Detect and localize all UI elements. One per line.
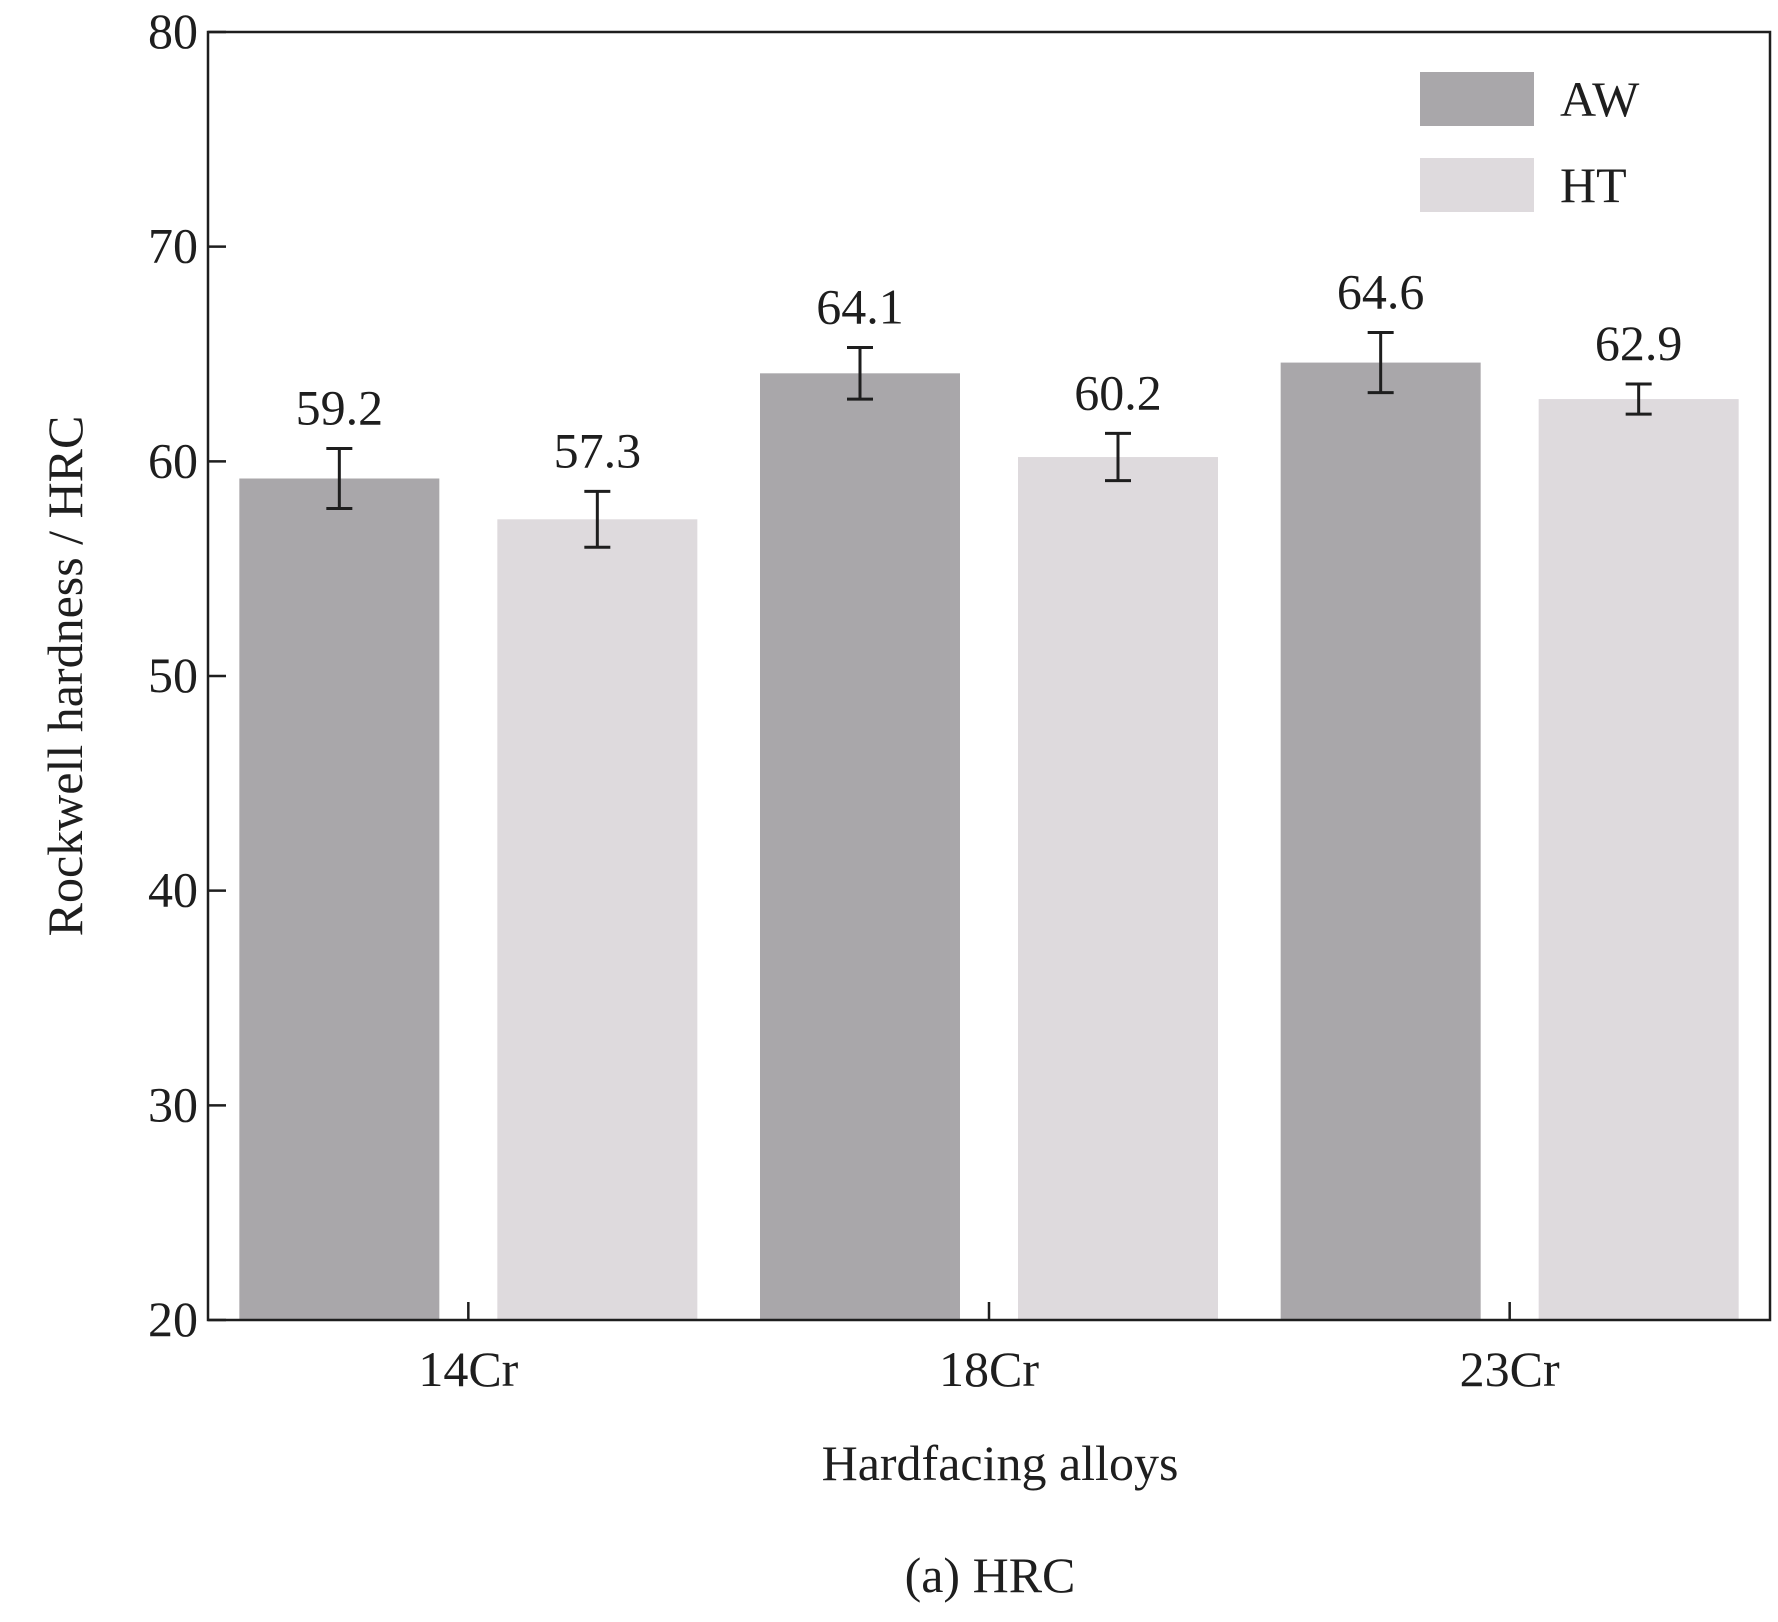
y-tick-label-60: 60 [148, 432, 198, 488]
bar-ht-14cr [497, 519, 698, 1320]
value-label-ht-23cr: 62.9 [1595, 315, 1683, 371]
bar-ht-23cr [1538, 399, 1739, 1321]
legend-swatch-aw [1420, 72, 1534, 126]
plot-frame [206, 30, 1772, 1322]
chart-caption: (a) HRC [905, 1547, 1076, 1603]
error-bar-ht-23cr [1625, 382, 1652, 416]
error-bar-aw-18cr [847, 346, 873, 401]
error-bars-layer [326, 331, 1652, 549]
error-bar-ht-14cr [584, 489, 611, 549]
y-tick-label-80: 80 [148, 3, 198, 59]
legend-swatch-ht [1420, 158, 1534, 212]
value-label-aw-23cr: 64.6 [1337, 264, 1425, 320]
bar-aw-14cr [239, 478, 440, 1320]
y-tick-label-20: 20 [148, 1291, 198, 1347]
error-bar-aw-23cr [1367, 331, 1394, 395]
legend-label-ht: HT [1560, 157, 1627, 213]
x-tick-label-14cr: 14Cr [418, 1341, 518, 1397]
y-tick-label-30: 30 [148, 1076, 198, 1132]
error-bar-aw-14cr [326, 446, 353, 511]
y-axis-label: Rockwell hardness / HRC [37, 416, 93, 937]
x-axis-label: Hardfacing alloys [822, 1435, 1179, 1491]
value-label-aw-14cr: 59.2 [296, 379, 384, 435]
value-label-aw-18cr: 64.1 [816, 279, 904, 335]
legend: AW HT [1420, 71, 1640, 213]
bar-aw-23cr [1280, 362, 1481, 1320]
bars-layer [239, 362, 1739, 1321]
legend-label-aw: AW [1560, 71, 1640, 127]
bar-aw-18cr [760, 373, 960, 1320]
x-tick-label-18cr: 18Cr [939, 1341, 1039, 1397]
value-labels-layer: 59.2 57.3 64.1 60.2 64.6 62.9 [296, 264, 1683, 479]
bar-ht-18cr [1018, 457, 1218, 1320]
y-axis: 20 30 40 50 60 70 80 [148, 3, 226, 1347]
y-tick-label-40: 40 [148, 862, 198, 918]
value-label-ht-14cr: 57.3 [554, 422, 642, 478]
y-tick-label-70: 70 [148, 218, 198, 274]
y-tick-label-50: 50 [148, 647, 198, 703]
value-label-ht-18cr: 60.2 [1074, 364, 1162, 420]
x-tick-label-23cr: 23Cr [1460, 1341, 1560, 1397]
x-axis: 14Cr 18Cr 23Cr [418, 1302, 1560, 1397]
error-bar-ht-18cr [1105, 431, 1131, 483]
